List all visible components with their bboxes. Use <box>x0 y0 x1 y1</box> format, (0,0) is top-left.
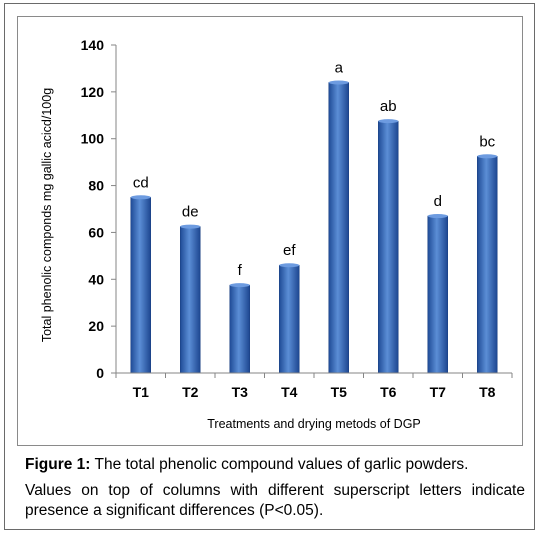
y-tick-label: 40 <box>88 271 104 287</box>
bar-t3 <box>229 284 250 374</box>
y-tick-label: 0 <box>96 365 104 381</box>
significance-label: bc <box>479 133 495 150</box>
significance-label: cd <box>133 174 149 191</box>
caption-label: Figure 1: <box>25 456 91 473</box>
bar-cap <box>477 154 498 159</box>
bar-t5 <box>328 82 349 374</box>
bar-cap <box>328 80 349 85</box>
caption-note: Values on top of columns with different … <box>25 482 525 519</box>
y-tick-label: 60 <box>88 224 104 240</box>
bar-t1 <box>130 197 151 374</box>
figure-frame: 0 20 40 60 80 100 120 140 T1 cd T2 de T3 f T4 ef T5 a T6 ab… <box>4 3 535 530</box>
bar-t2 <box>180 226 201 374</box>
significance-label: f <box>238 262 243 279</box>
bar-t4 <box>279 264 300 374</box>
y-tick-label: 20 <box>88 318 104 334</box>
bar-chart: 0 20 40 60 80 100 120 140 T1 cd T2 de T3 f T4 ef T5 a T6 ab… <box>40 37 513 431</box>
x-tick-label: T7 <box>430 384 447 400</box>
x-tick-label: T3 <box>232 384 249 400</box>
x-tick-label: T1 <box>133 384 150 400</box>
bar-cap <box>180 224 201 229</box>
y-axis-title: Total phenolic componds mg gallic acicd/… <box>40 88 54 342</box>
chart-area: 0 20 40 60 80 100 120 140 T1 cd T2 de T3 f T4 ef T5 a T6 ab… <box>17 16 523 446</box>
bar-cap <box>130 195 151 200</box>
y-tick-label: 120 <box>81 84 105 100</box>
bar-t8 <box>477 156 498 374</box>
x-tick-label: T4 <box>281 384 298 400</box>
x-tick-label: T2 <box>182 384 199 400</box>
bar-t6 <box>378 120 399 374</box>
significance-label: de <box>182 204 199 221</box>
x-tick-label: T8 <box>479 384 496 400</box>
bar-cap <box>229 283 250 288</box>
significance-label: ef <box>283 242 296 259</box>
x-axis-title: Treatments and drying metods of DGP <box>207 417 421 431</box>
bar-t7 <box>427 215 448 374</box>
x-tick-label: T6 <box>380 384 397 400</box>
caption-text: The total phenolic compound values of ga… <box>90 456 469 473</box>
significance-label: a <box>335 59 344 76</box>
significance-label: ab <box>380 98 397 115</box>
significance-label: d <box>434 193 442 210</box>
y-tick-label: 100 <box>81 131 105 147</box>
bar-cap <box>378 119 399 124</box>
bar-cap <box>427 214 448 219</box>
bar-cap <box>279 263 300 268</box>
figure-caption: Figure 1: The total phenolic compound va… <box>25 455 525 521</box>
caption-title: Figure 1: The total phenolic compound va… <box>25 455 525 475</box>
y-tick-label: 140 <box>81 37 105 53</box>
y-tick-label: 80 <box>88 178 104 194</box>
x-tick-label: T5 <box>331 384 348 400</box>
